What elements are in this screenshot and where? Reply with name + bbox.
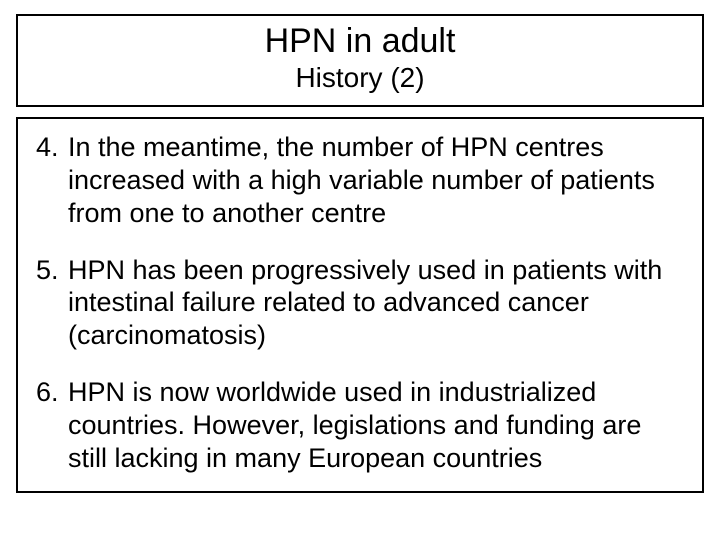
list-item-text: HPN is now worldwide used in industriali… xyxy=(68,376,684,475)
list-item-number: 6. xyxy=(36,376,68,409)
list-item-number: 4. xyxy=(36,131,68,164)
content-box: 4. In the meantime, the number of HPN ce… xyxy=(16,117,704,493)
list-item-text: HPN has been progressively used in patie… xyxy=(68,254,684,353)
list-item: 6. HPN is now worldwide used in industri… xyxy=(36,376,684,475)
list-item-number: 5. xyxy=(36,254,68,287)
title-box: HPN in adult History (2) xyxy=(16,14,704,107)
list-item: 5. HPN has been progressively used in pa… xyxy=(36,254,684,353)
slide: HPN in adult History (2) 4. In the meant… xyxy=(0,0,720,540)
slide-title-sub: History (2) xyxy=(28,61,692,95)
list-item: 4. In the meantime, the number of HPN ce… xyxy=(36,131,684,230)
list-item-text: In the meantime, the number of HPN centr… xyxy=(68,131,684,230)
slide-title-main: HPN in adult xyxy=(28,22,692,61)
